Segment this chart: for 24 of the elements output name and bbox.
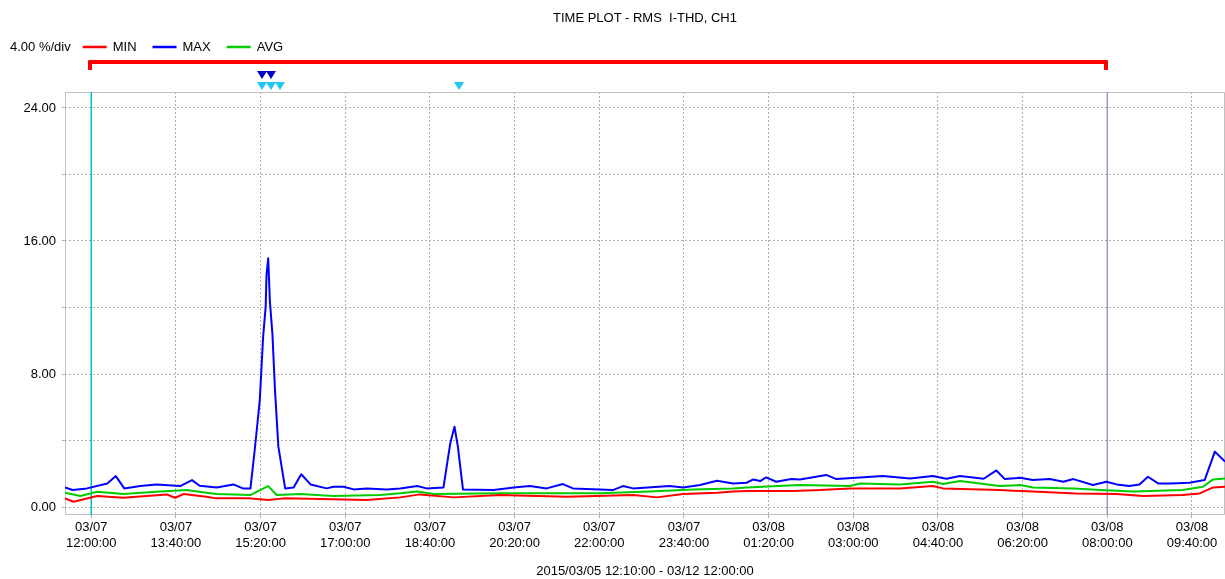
x-tick-label: 03/07 15:20:00 <box>235 519 286 550</box>
y-tick-label: 0.00 <box>30 498 56 514</box>
x-tick-label: 03/08 08:00:00 <box>1082 519 1133 550</box>
x-tick-label: 03/08 06:20:00 <box>997 519 1048 550</box>
chart-title: TIME PLOT - RMS I-THD, CH1 <box>553 9 737 25</box>
x-tick-label: 03/07 13:40:00 <box>150 519 202 550</box>
x-tick-label: 03/08 03:00:00 <box>827 519 879 550</box>
x-tick-label: 03/08 09:40:00 <box>1166 519 1218 550</box>
legend-label: MAX <box>182 38 212 54</box>
x-tick-label: 03/07 18:40:00 <box>404 519 456 550</box>
legend-label: AVG <box>256 38 284 54</box>
x-tick-label: 03/08 04:40:00 <box>912 519 964 550</box>
y-tick-label: 24.00 <box>23 99 56 115</box>
legend-label: MIN <box>112 38 137 54</box>
x-tick-label: 03/08 01:20:00 <box>743 519 794 550</box>
x-tick-label: 03/07 22:00:00 <box>573 519 625 550</box>
x-tick-label: 03/07 20:20:00 <box>489 519 540 550</box>
text: 4.00 %/div <box>10 38 72 54</box>
x-tick-label: 03/07 17:00:00 <box>319 519 371 550</box>
x-axis-title: 2015/03/05 12:10:00 - 03/12 12:00:00 <box>536 562 754 578</box>
y-tick-label: 8.00 <box>30 365 56 381</box>
x-tick-label: 03/07 12:00:00 <box>65 519 117 550</box>
x-tick-label: 03/07 23:40:00 <box>658 519 710 550</box>
y-tick-label: 16.00 <box>23 232 56 248</box>
